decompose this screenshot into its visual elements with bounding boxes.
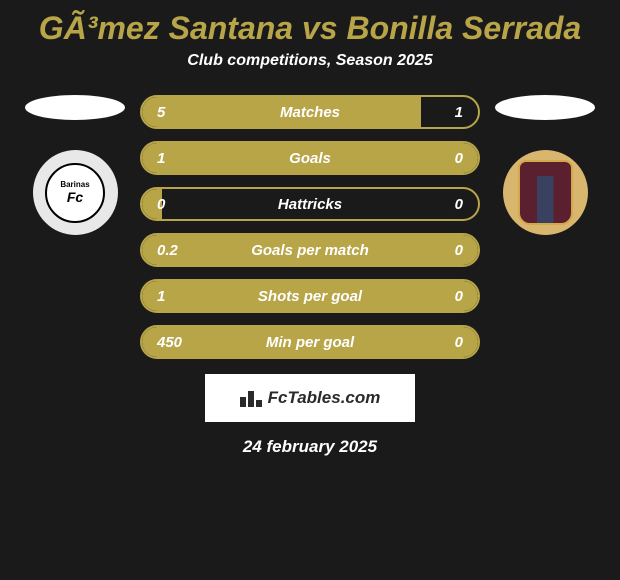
stat-right-value: 0 xyxy=(455,288,463,305)
left-badge-main-text: Fc xyxy=(67,189,83,205)
watermark: FcTables.com xyxy=(205,374,415,422)
stat-label: Min per goal xyxy=(266,334,354,351)
stat-bar: 0 Hattricks 0 xyxy=(140,187,480,221)
stat-right-value: 0 xyxy=(455,242,463,259)
subtitle: Club competitions, Season 2025 xyxy=(10,52,610,95)
stat-right-value: 1 xyxy=(455,104,463,121)
left-team-badge: Barinas Fc xyxy=(33,150,118,235)
date-label: 24 february 2025 xyxy=(10,437,610,457)
stat-bar: 5 Matches 1 xyxy=(140,95,480,129)
stat-left-value: 0 xyxy=(157,196,165,213)
left-team-column: Barinas Fc xyxy=(25,95,125,235)
left-badge-top-text: Barinas xyxy=(60,180,89,189)
stat-bar: 1 Goals 0 xyxy=(140,141,480,175)
comparison-area: Barinas Fc 5Matches11Goals00Hattricks00.… xyxy=(10,95,610,359)
right-badge-inner xyxy=(518,160,573,225)
stats-column: 5 Matches 1 1 Goals 0 0 Hattricks 0 0.2 Goals per … xyxy=(140,95,480,359)
stat-bar: 450 Min per goal 0 xyxy=(140,325,480,359)
stat-label: Hattricks xyxy=(278,196,342,213)
stat-right-value: 0 xyxy=(455,150,463,167)
stat-left-value: 1 xyxy=(157,150,165,167)
left-flag-icon xyxy=(25,95,125,120)
right-team-column xyxy=(495,95,595,235)
stat-left-value: 0.2 xyxy=(157,242,178,259)
stat-bar: 1 Shots per goal 0 xyxy=(140,279,480,313)
right-flag-icon xyxy=(495,95,595,120)
stat-right-value: 0 xyxy=(455,334,463,351)
stat-label: Goals per match xyxy=(251,242,369,259)
right-team-badge xyxy=(503,150,588,235)
stat-left-value: 1 xyxy=(157,288,165,305)
chart-icon xyxy=(240,389,262,407)
stat-label: Matches xyxy=(280,104,340,121)
stat-left-value: 5 xyxy=(157,104,165,121)
stat-left-value: 450 xyxy=(157,334,182,351)
stat-label: Goals xyxy=(289,150,331,167)
page-title: GÃ³mez Santana vs Bonilla Serrada xyxy=(10,0,610,52)
stat-label: Shots per goal xyxy=(258,288,362,305)
left-badge-inner: Barinas Fc xyxy=(45,163,105,223)
stat-right-value: 0 xyxy=(455,196,463,213)
watermark-text: FcTables.com xyxy=(268,388,381,408)
stat-bar: 0.2 Goals per match 0 xyxy=(140,233,480,267)
